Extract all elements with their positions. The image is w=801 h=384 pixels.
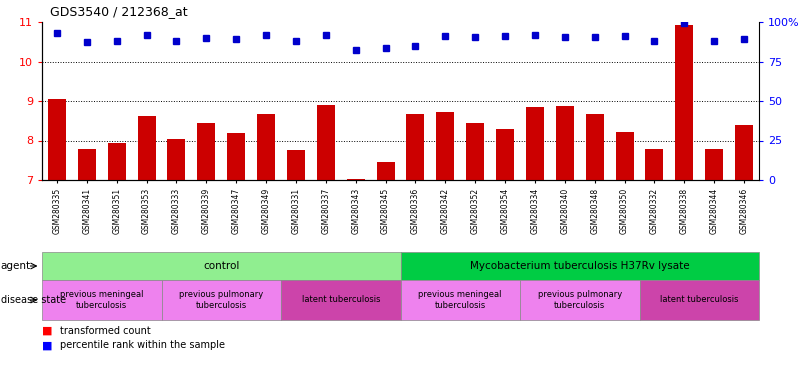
Bar bbox=[347, 179, 364, 180]
Bar bbox=[646, 149, 663, 180]
Bar bbox=[526, 107, 544, 180]
Bar bbox=[406, 114, 425, 180]
Bar bbox=[616, 132, 634, 180]
Bar bbox=[197, 123, 215, 180]
Bar bbox=[466, 123, 484, 180]
Text: control: control bbox=[203, 261, 239, 271]
Bar bbox=[735, 125, 753, 180]
Bar bbox=[48, 99, 66, 180]
Bar bbox=[257, 114, 275, 180]
Text: latent tuberculosis: latent tuberculosis bbox=[301, 296, 380, 305]
Text: Mycobacterium tuberculosis H37Rv lysate: Mycobacterium tuberculosis H37Rv lysate bbox=[470, 261, 690, 271]
Text: previous pulmonary
tuberculosis: previous pulmonary tuberculosis bbox=[537, 290, 622, 310]
Bar bbox=[167, 139, 185, 180]
Text: ■: ■ bbox=[42, 326, 53, 336]
Text: percentile rank within the sample: percentile rank within the sample bbox=[59, 341, 224, 351]
Text: previous meningeal
tuberculosis: previous meningeal tuberculosis bbox=[60, 290, 143, 310]
Bar bbox=[705, 149, 723, 180]
Text: agent: agent bbox=[1, 261, 31, 271]
Bar bbox=[287, 151, 305, 180]
Bar bbox=[586, 114, 604, 180]
Text: transformed count: transformed count bbox=[59, 326, 151, 336]
Bar bbox=[496, 129, 514, 180]
Text: ■: ■ bbox=[42, 341, 53, 351]
Bar bbox=[107, 143, 126, 180]
Text: disease state: disease state bbox=[1, 295, 66, 305]
Bar bbox=[376, 162, 395, 180]
Text: previous pulmonary
tuberculosis: previous pulmonary tuberculosis bbox=[179, 290, 264, 310]
Bar bbox=[556, 106, 574, 180]
Bar bbox=[227, 132, 245, 180]
Bar bbox=[317, 105, 335, 180]
Text: latent tuberculosis: latent tuberculosis bbox=[660, 296, 739, 305]
Bar bbox=[675, 25, 694, 180]
Bar bbox=[138, 116, 155, 180]
Text: previous meningeal
tuberculosis: previous meningeal tuberculosis bbox=[418, 290, 502, 310]
Bar bbox=[78, 149, 96, 180]
Bar bbox=[437, 112, 454, 180]
Text: GDS3540 / 212368_at: GDS3540 / 212368_at bbox=[50, 5, 187, 18]
